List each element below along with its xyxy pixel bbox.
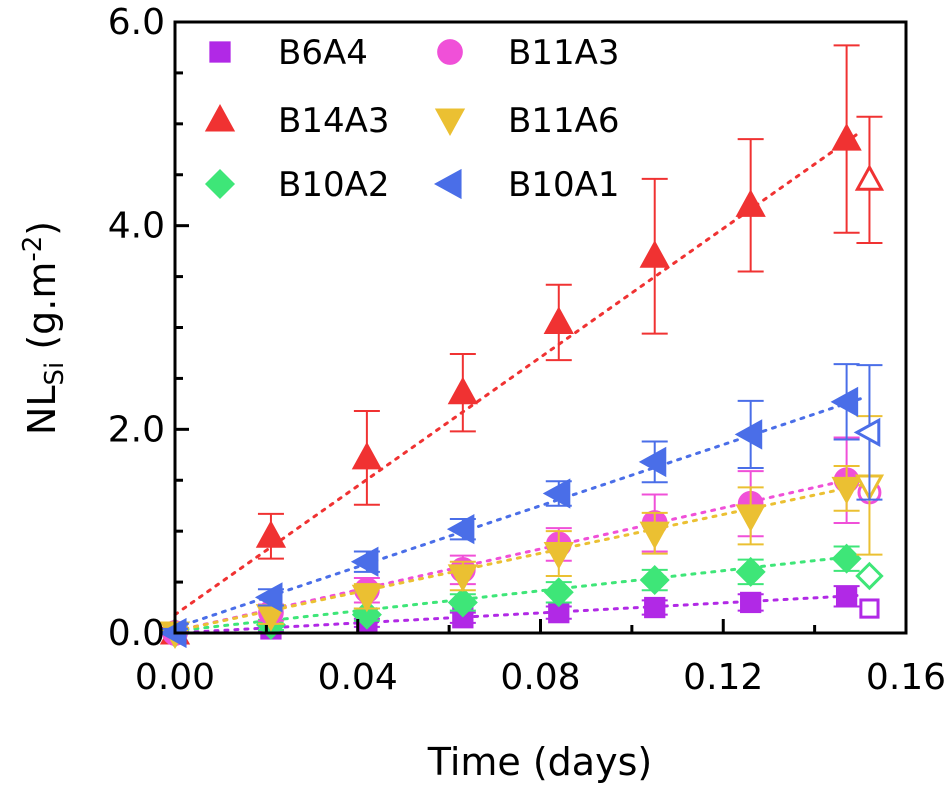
point-b14a3-6 <box>735 189 766 217</box>
point-b10a2-6 <box>735 556 766 587</box>
point-b10a1-5 <box>638 446 667 478</box>
legend-marker-b11a3 <box>437 39 463 65</box>
point-b10a1-4 <box>542 478 571 509</box>
point-b14a3-4 <box>543 306 574 334</box>
legend-marker-b10a2 <box>204 168 236 200</box>
x-tick-label-0.00: 0.00 <box>135 657 215 698</box>
x-tick-label-0.08: 0.08 <box>500 657 580 698</box>
y-tick-label-6.0: 6.0 <box>108 2 165 43</box>
point-b14a3-3 <box>447 376 478 405</box>
point-b6a4-6 <box>740 591 762 614</box>
x-axis-title: Time (days) <box>427 740 652 784</box>
legend-label-b6a4: B6A4 <box>278 33 368 73</box>
x-tick-label-0.12: 0.12 <box>683 657 763 698</box>
point-b11a6-4 <box>543 542 574 570</box>
legend-label-b14a3: B14A3 <box>278 101 389 141</box>
point-b14a3-7 <box>831 123 862 151</box>
open-point-b10a2 <box>855 561 884 591</box>
legend-marker-b6a4 <box>209 41 231 63</box>
point-b6a4-5 <box>644 596 666 619</box>
series-b14a3 <box>159 44 885 645</box>
chart-marks <box>159 44 885 649</box>
legend: B6A4 B14A3 B10A2 B11A3 B11A6 B10A1 <box>204 33 619 205</box>
y-axis-title: NLSi (g.m-2) <box>18 221 70 435</box>
x-tick-label-0.16: 0.16 <box>866 657 946 698</box>
point-b10a2-3 <box>447 587 478 618</box>
legend-marker-b10a1 <box>434 168 462 200</box>
chart-axes: 0.00 0.04 0.08 0.12 0.16 0.0 2.0 4.0 6.0 <box>108 2 946 698</box>
legend-item-b11a6: B11A6 <box>434 101 619 141</box>
point-b10a1-3 <box>446 513 475 545</box>
point-b14a3-1 <box>255 520 287 548</box>
legend-label-b11a3: B11A3 <box>508 33 619 73</box>
point-b10a2-2 <box>351 599 382 630</box>
y-tick-label-4.0: 4.0 <box>108 206 165 247</box>
point-b14a3-5 <box>639 240 670 268</box>
point-b11a6-5 <box>639 521 670 550</box>
series-b10a1 <box>159 363 883 649</box>
point-b11a6-3 <box>447 564 478 592</box>
open-point-b14a3 <box>854 164 885 191</box>
legend-item-b11a3: B11A3 <box>437 33 619 73</box>
y-tick-label-2.0: 2.0 <box>108 409 165 450</box>
legend-label-b10a1: B10A1 <box>508 165 619 205</box>
point-b10a1-2 <box>350 546 379 577</box>
point-b11a6-2 <box>351 584 383 613</box>
legend-label-b10a2: B10A2 <box>278 165 389 205</box>
open-point-b6a4 <box>859 598 880 619</box>
point-b10a2-5 <box>639 565 670 596</box>
legend-item-b10a1: B10A1 <box>434 165 619 205</box>
open-point-b10a1 <box>853 417 881 448</box>
trend-line-b11a3 <box>173 475 862 633</box>
point-b10a2-7 <box>831 543 862 574</box>
point-b10a1-6 <box>734 419 763 450</box>
x-tick-label-0.04: 0.04 <box>318 657 398 698</box>
legend-marker-b11a6 <box>434 108 466 136</box>
legend-marker-b14a3 <box>204 104 236 132</box>
point-b10a2-4 <box>543 577 574 608</box>
point-b14a3-2 <box>351 441 383 470</box>
legend-item-b14a3: B14A3 <box>204 101 389 141</box>
point-b6a4-7 <box>835 585 858 607</box>
point-b10a1-1 <box>254 582 283 613</box>
y-tick-label-0.0: 0.0 <box>108 613 165 654</box>
point-b10a1-7 <box>830 386 859 417</box>
legend-item-b10a2: B10A2 <box>204 165 389 205</box>
point-b11a6-7 <box>831 476 862 505</box>
point-b11a6-6 <box>735 504 766 532</box>
legend-item-b6a4: B6A4 <box>209 33 368 73</box>
legend-label-b11a6: B11A6 <box>508 101 619 141</box>
